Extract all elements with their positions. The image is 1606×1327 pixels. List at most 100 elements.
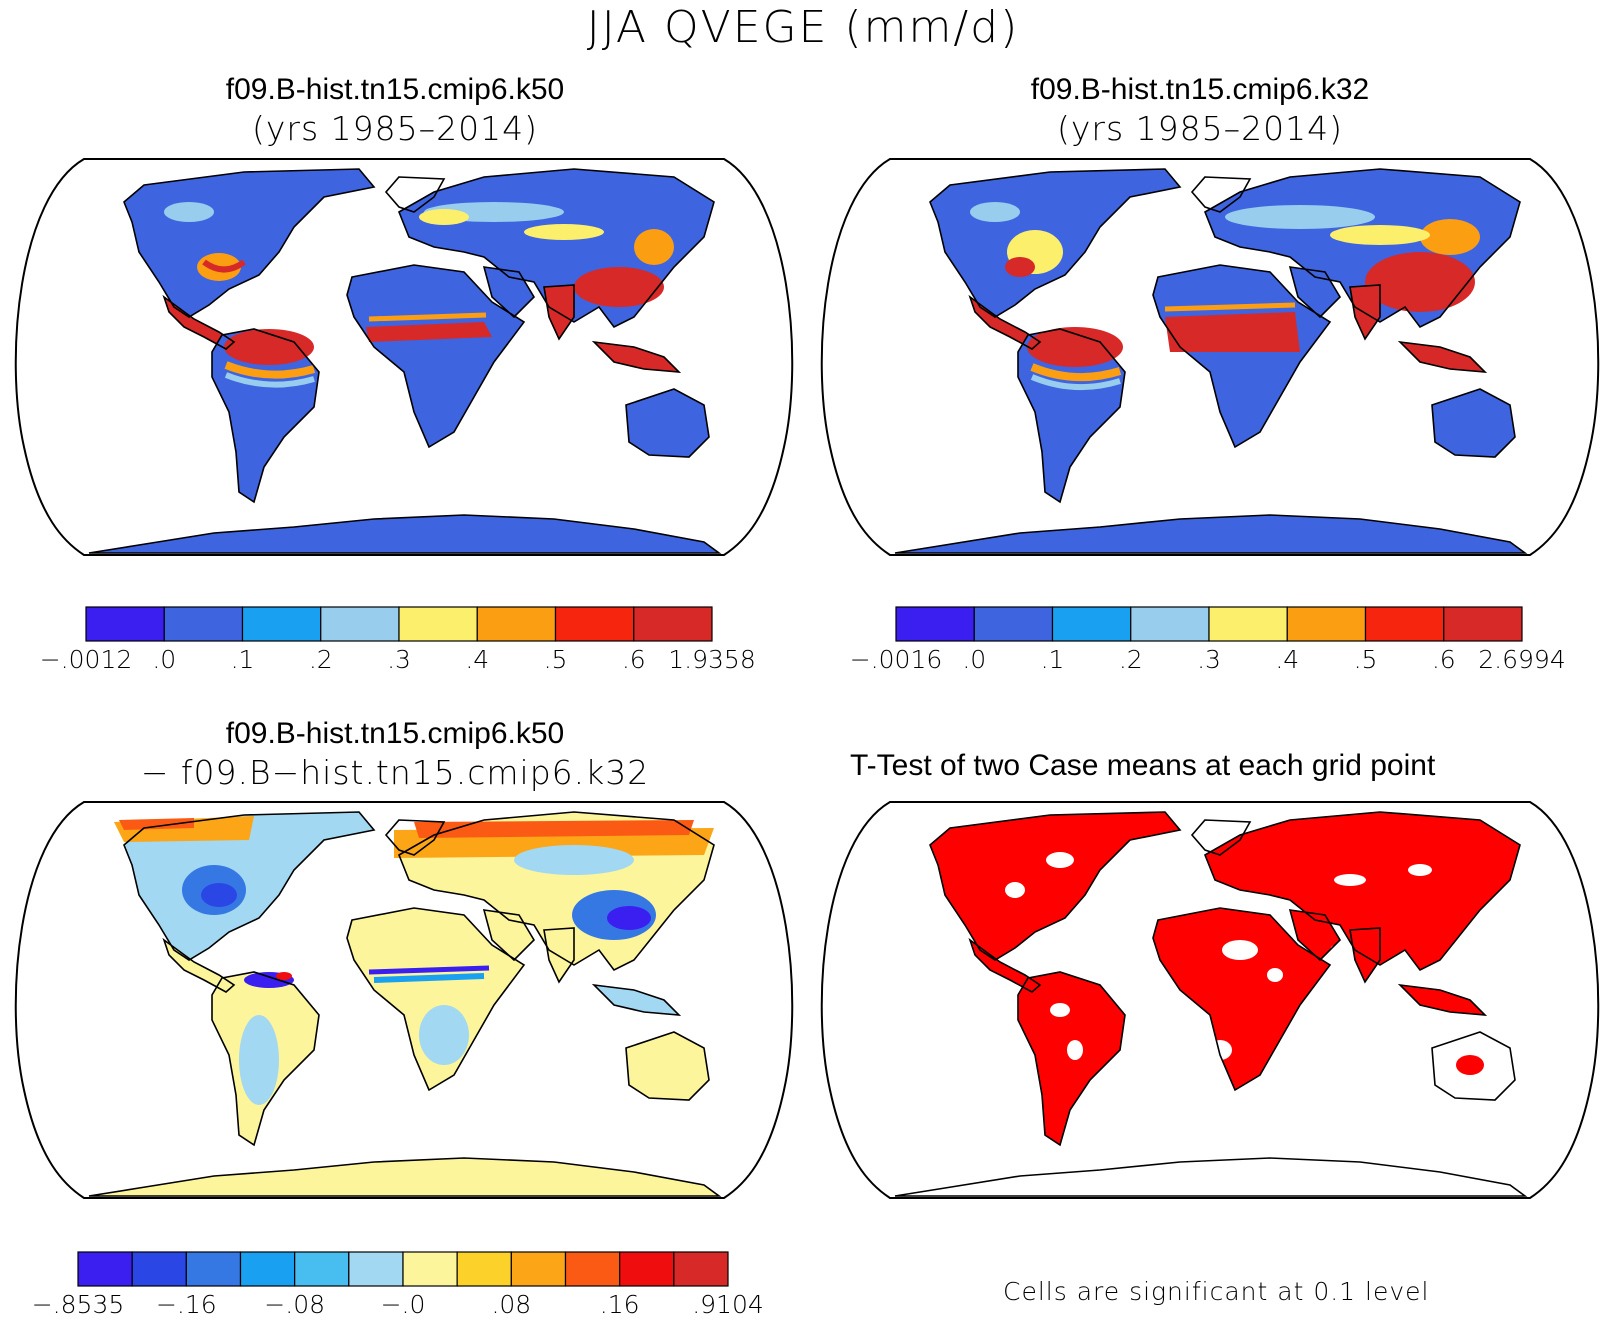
colorbar-label: .3 (1197, 645, 1221, 674)
coastline-afr (1152, 907, 1332, 1092)
colorbar-swatch (619, 1251, 675, 1287)
colorbar-swatch (163, 606, 244, 642)
year-range: (yrs 1985–2014) (252, 109, 538, 148)
coastline-aus (1431, 388, 1516, 458)
field-shading (514, 845, 634, 875)
field-shading (276, 972, 292, 980)
coastline-sa (1017, 328, 1126, 504)
field-shading (1330, 225, 1430, 245)
colorbar-label: .9104 (692, 1290, 764, 1319)
coastline-green (384, 176, 446, 213)
land-green (1192, 177, 1250, 212)
colorbar-swatch (239, 1251, 296, 1287)
coastline-india (543, 284, 575, 341)
coastline-india (543, 927, 575, 984)
map-border (820, 158, 1600, 556)
coastline-india (1349, 284, 1381, 341)
coastline-sa (1017, 971, 1126, 1147)
colorbar-label: .1 (231, 645, 255, 674)
land-aus (626, 389, 709, 457)
coastline-na (123, 811, 376, 961)
field-shading (1050, 1003, 1070, 1017)
land-afr (1153, 908, 1330, 1090)
colorbar-swatch (973, 606, 1054, 642)
field-shading (224, 361, 316, 379)
colorbar-label: −.16 (156, 1290, 217, 1319)
coastline-ca (968, 294, 1042, 350)
field-shading (201, 883, 237, 907)
colorbar-swatch (1364, 606, 1445, 642)
field-shading (239, 1015, 279, 1105)
coastline-sa (211, 971, 320, 1147)
coastline-afr (1152, 264, 1332, 449)
colorbar-label: 1.9358 (668, 645, 755, 674)
coastline-green (1190, 819, 1252, 856)
land-india (1350, 928, 1380, 982)
figure-title: JJA QVEGE (mm/d) (586, 2, 1020, 53)
field-shading (414, 820, 694, 838)
land-eur (1205, 812, 1520, 970)
field-shading (164, 202, 214, 222)
colorbar-swatch (1443, 606, 1523, 642)
land-afr (347, 908, 524, 1090)
field-shading (1408, 864, 1432, 876)
coastline-aus (625, 1031, 710, 1101)
colorbar-label: .2 (309, 645, 333, 674)
coastline-eur (397, 811, 715, 972)
case-name: f09.B-hist.tn15.cmip6.k50 (225, 717, 565, 750)
field-shading (1030, 374, 1121, 391)
colorbar-label: .0 (962, 645, 986, 674)
land-na (930, 812, 1180, 960)
colorbar-swatch (895, 606, 975, 642)
field-shading (373, 973, 485, 983)
colorbar-swatch (241, 606, 322, 642)
land-ant (89, 1158, 719, 1196)
map-border (14, 158, 794, 556)
colorbar-swatch (1051, 606, 1132, 642)
land-green (386, 177, 444, 212)
colorbar-label: .08 (491, 1290, 531, 1319)
field-shading (368, 312, 487, 322)
field-shading (368, 965, 490, 975)
colorbar-label: −.08 (264, 1290, 325, 1319)
field-shading (224, 329, 314, 365)
colorbar-label: .5 (544, 645, 568, 674)
field-shading (1165, 312, 1300, 352)
coastline-ant (894, 1157, 1528, 1197)
field-shading (1027, 327, 1123, 367)
coastline-indo (591, 340, 682, 373)
coastline-indo (1397, 340, 1488, 373)
case-name: f09.B-hist.tn15.cmip6.k32 (1030, 73, 1370, 106)
colorbar-top-left: −.0012 .0 .1 .2 .3 .4 .5 .6 1.9358 (0, 605, 800, 679)
colorbar-label: .1 (1041, 645, 1065, 674)
coastline-arab (482, 909, 536, 962)
colorbar-label: .0 (152, 645, 176, 674)
coastline-ca (968, 937, 1042, 993)
land-indo (1400, 985, 1485, 1015)
difference-case-name: − f09.B−hist.tn15.cmip6.k32 (140, 753, 650, 792)
coastline-indo (591, 983, 682, 1016)
coastline-ant (894, 514, 1528, 554)
field-shading (1208, 1040, 1232, 1060)
land-indo (1400, 342, 1485, 372)
field-shading (1420, 219, 1480, 255)
colorbar-swatch (510, 1251, 567, 1287)
case-name: f09.B-hist.tn15.cmip6.k50 (225, 73, 565, 106)
coastline-indo (1397, 983, 1488, 1016)
coastline-arab (1288, 909, 1342, 962)
field-shading (1067, 1040, 1083, 1060)
colorbar-label: 2.6994 (1478, 645, 1565, 674)
colorbar-swatch (402, 1251, 458, 1287)
field-shading (1365, 252, 1475, 312)
land-ant (895, 1158, 1525, 1196)
map-top-right (820, 157, 1600, 561)
field-shading (524, 224, 604, 240)
colorbar-label: .4 (1275, 645, 1299, 674)
coastline-india (1349, 927, 1381, 984)
land-aus (626, 1032, 709, 1100)
field-shading (419, 1005, 469, 1065)
field-shading (1456, 1055, 1484, 1075)
field-shading (202, 259, 246, 273)
coastline-afr (346, 907, 526, 1092)
year-range: (yrs 1985–2014) (1057, 109, 1343, 148)
